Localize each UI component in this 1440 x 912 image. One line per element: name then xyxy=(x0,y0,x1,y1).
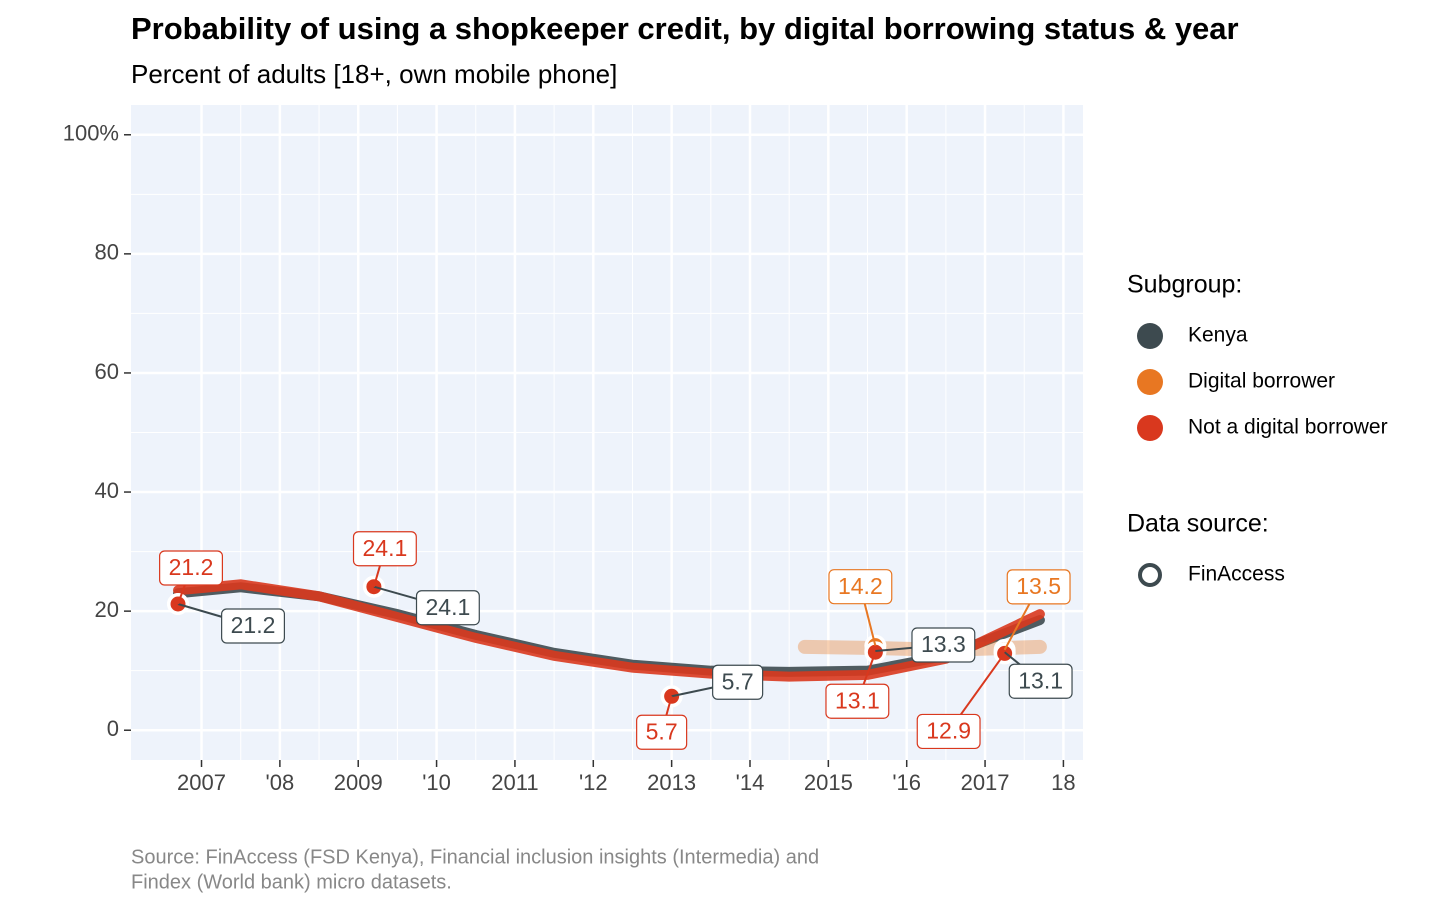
data-label-box xyxy=(159,550,223,586)
x-tick-label: 2009 xyxy=(334,770,383,795)
y-tick-label: 60 xyxy=(95,359,119,384)
legend-key xyxy=(1137,323,1163,349)
source-note: Findex (World bank) micro datasets. xyxy=(131,871,452,893)
data-label: 14.2 xyxy=(838,573,883,599)
data-label-box xyxy=(636,714,688,750)
x-tick-label: '08 xyxy=(266,770,295,795)
data-label: 24.1 xyxy=(426,594,471,620)
data-label-box xyxy=(712,664,764,700)
legend-label: Kenya xyxy=(1188,324,1248,347)
trend-line xyxy=(797,639,1047,657)
data-label: 13.1 xyxy=(835,687,880,713)
x-tick-label: 2011 xyxy=(491,770,538,795)
data-label: 12.9 xyxy=(926,717,971,743)
y-tick-label: 100% xyxy=(63,121,119,146)
x-tick-label: '16 xyxy=(892,770,921,795)
x-tick-label: '12 xyxy=(579,770,608,795)
legend-key xyxy=(1137,415,1163,441)
y-tick-label: 0 xyxy=(107,716,119,741)
data-label-box xyxy=(1008,663,1073,699)
data-label-box xyxy=(916,713,981,750)
legend-key xyxy=(1137,369,1163,395)
x-tick-label: '10 xyxy=(422,770,451,795)
x-tick-label: 2007 xyxy=(177,770,226,795)
data-label: 13.1 xyxy=(1018,667,1063,693)
x-tick-label: 2013 xyxy=(647,770,696,795)
data-label-box xyxy=(415,590,480,626)
data-label-box xyxy=(825,683,890,719)
data-label-box xyxy=(1006,569,1071,605)
x-tick-label: 18 xyxy=(1051,770,1075,795)
data-label: 24.1 xyxy=(363,535,408,561)
data-label: 13.5 xyxy=(1016,573,1061,599)
source-note: Source: FinAccess (FSD Kenya), Financial… xyxy=(131,846,819,868)
legend-title: Subgroup: xyxy=(1127,271,1242,299)
data-label-box xyxy=(352,531,417,567)
x-tick-label: 2015 xyxy=(804,770,853,795)
shape-legend-label: FinAccess xyxy=(1188,563,1285,586)
chart-title: Probability of using a shopkeeper credit… xyxy=(131,11,1239,46)
shape-legend-key xyxy=(1138,563,1162,587)
x-tick-label: '14 xyxy=(736,770,765,795)
legend-label: Digital borrower xyxy=(1188,370,1335,393)
legend-label: Not a digital borrower xyxy=(1188,416,1388,439)
data-label: 21.2 xyxy=(169,554,214,580)
trend-line xyxy=(173,579,1045,682)
data-label: 5.7 xyxy=(646,718,678,744)
chart-subtitle: Percent of adults [18+, own mobile phone… xyxy=(131,59,617,89)
data-label-box xyxy=(221,608,285,644)
data-label: 5.7 xyxy=(722,668,754,694)
x-tick-label: 2017 xyxy=(961,770,1010,795)
data-label: 21.2 xyxy=(231,612,276,638)
shape-legend-title: Data source: xyxy=(1127,510,1269,538)
y-tick-label: 40 xyxy=(95,478,119,503)
data-label: 13.3 xyxy=(921,631,966,657)
y-tick-label: 20 xyxy=(95,597,119,622)
data-label-box xyxy=(911,627,976,663)
y-tick-label: 80 xyxy=(95,240,119,265)
data-label-box xyxy=(828,569,893,605)
